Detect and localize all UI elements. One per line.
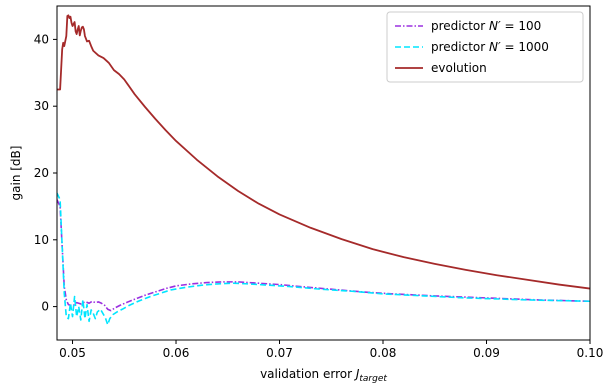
x-tick-label: 0.09 xyxy=(473,346,500,360)
x-axis-label: validation error Jtarget xyxy=(260,367,387,384)
y-tick-label: 40 xyxy=(34,32,49,46)
series-line-predictor-n-1000 xyxy=(57,192,590,326)
x-tick-label: 0.05 xyxy=(59,346,86,360)
x-tick-label: 0.10 xyxy=(577,346,604,360)
legend: predictor N′ = 100 predictor N′ = 1000 evo… xyxy=(386,11,584,83)
legend-label: predictor N′ = 100 xyxy=(431,19,541,33)
series-line-predictor-n-100 xyxy=(57,199,590,312)
y-tick-label: 0 xyxy=(41,300,49,314)
series-layer xyxy=(57,14,590,326)
legend-box xyxy=(386,11,584,83)
legend-label: evolution xyxy=(431,61,487,75)
x-tick-label: 0.07 xyxy=(266,346,293,360)
x-tick-label: 0.08 xyxy=(370,346,397,360)
legend-label: predictor N′ = 1000 xyxy=(431,40,549,54)
y-tick-label: 20 xyxy=(34,166,49,180)
x-tick-label: 0.06 xyxy=(163,346,190,360)
y-tick-label: 30 xyxy=(34,99,49,113)
series-line-evolution xyxy=(57,14,590,290)
y-tick-label: 10 xyxy=(34,233,49,247)
y-axis-label: gain [dB] xyxy=(9,146,23,201)
axes-layer: 0.05 0.06 0.07 0.08 0.09 0.10 0 10 20 30 40 validat… xyxy=(9,5,604,384)
